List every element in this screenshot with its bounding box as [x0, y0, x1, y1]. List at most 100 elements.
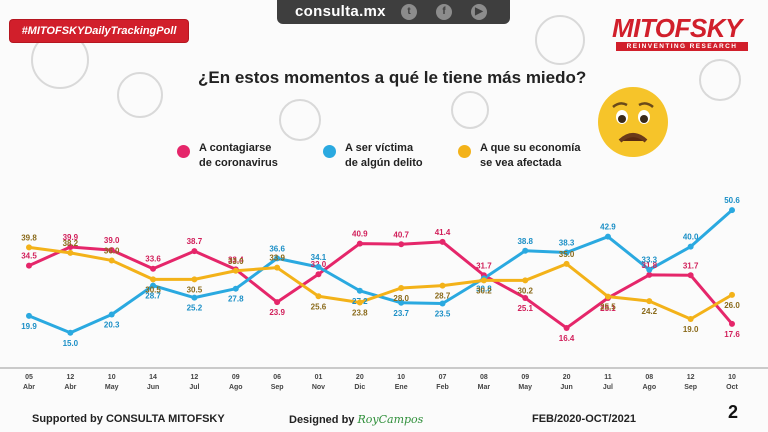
- data-point-0: [274, 299, 281, 306]
- x-tick-day: 12: [687, 374, 695, 381]
- x-tick-day: 10: [728, 374, 736, 381]
- data-label-2: 36.0: [104, 246, 120, 255]
- data-label-1: 27.8: [228, 295, 244, 304]
- page-number: 2: [728, 402, 739, 422]
- x-tick-month: May: [105, 384, 119, 391]
- series-line-2: [28, 245, 733, 321]
- data-point-1: [67, 329, 74, 336]
- data-label-0: 33.4: [228, 255, 244, 264]
- legend-line1: A que su economía: [480, 142, 581, 154]
- x-tick-month: Abr: [23, 384, 35, 391]
- x-tick-day: 01: [315, 374, 323, 381]
- data-label-0: 16.4: [559, 334, 575, 343]
- data-point-2: [563, 260, 570, 267]
- data-point-2: [687, 316, 694, 322]
- data-label-0: 33.6: [145, 255, 161, 264]
- x-tick-month: Ago: [642, 384, 656, 391]
- designed-by: Designed by RoyCampos: [289, 413, 423, 426]
- data-label-0: 25.1: [517, 304, 533, 313]
- legend-line2: se vea afectada: [480, 157, 562, 169]
- x-tick-day: 12: [66, 374, 74, 381]
- data-point-1: [398, 299, 405, 306]
- data-label-0: 31.8: [642, 261, 658, 270]
- data-point-0: [563, 324, 570, 331]
- x-tick-month: Sep: [684, 384, 697, 391]
- x-tick-month: Abr: [64, 384, 76, 391]
- data-label-0: 40.9: [352, 230, 368, 239]
- data-label-1: 20.3: [104, 321, 120, 330]
- data-point-2: [191, 276, 198, 283]
- data-label-1: 38.3: [559, 239, 575, 248]
- x-tick-month: Sep: [271, 384, 284, 391]
- data-label-0: 40.7: [393, 230, 409, 239]
- data-label-1: 36.6: [269, 244, 285, 253]
- data-point-0: [439, 238, 446, 245]
- data-label-1: 33.3: [642, 256, 658, 265]
- legend-line1: A contagiarse: [199, 142, 272, 154]
- data-point-1: [274, 255, 281, 262]
- data-point-2: [480, 277, 487, 284]
- data-point-2: [729, 291, 735, 298]
- site-link[interactable]: consulta.mx: [295, 3, 386, 20]
- data-point-2: [646, 298, 653, 305]
- x-tick-day: 10: [108, 374, 116, 381]
- facebook-icon[interactable]: f: [436, 4, 452, 20]
- data-label-2: 30.5: [187, 285, 203, 294]
- data-label-2: 28.7: [435, 292, 451, 301]
- data-point-2: [604, 293, 611, 300]
- data-point-1: [315, 263, 322, 270]
- data-label-2: 30.2: [476, 286, 492, 295]
- data-point-0: [687, 272, 694, 279]
- data-label-2: 25.6: [311, 302, 327, 311]
- logo-subtitle: REINVENTING RESEARCH: [616, 42, 748, 51]
- data-point-0: [398, 241, 405, 248]
- x-tick-day: 14: [149, 374, 157, 381]
- data-point-2: [315, 293, 322, 300]
- data-label-0: 25.1: [600, 304, 616, 313]
- data-label-0: 17.6: [724, 330, 740, 339]
- x-tick-month: Mar: [478, 384, 491, 391]
- data-label-2: 33.0: [228, 257, 244, 266]
- data-label-1: 40.0: [683, 233, 699, 242]
- data-label-1: 25.2: [187, 304, 203, 313]
- data-point-2: [439, 282, 446, 289]
- x-tick-month: May: [518, 384, 532, 391]
- legend-dot: [177, 145, 190, 158]
- x-tick-day: 09: [232, 374, 240, 381]
- data-point-1: [687, 243, 694, 250]
- data-label-1: 19.9: [21, 322, 37, 331]
- data-label-2: 23.8: [352, 308, 368, 317]
- data-label-0: 39.0: [104, 236, 120, 245]
- data-point-1: [729, 207, 735, 214]
- x-tick-day: 06: [273, 374, 281, 381]
- x-tick-month: Jul: [189, 384, 199, 391]
- x-tick-month: Ago: [229, 384, 243, 391]
- x-tick-month: Nov: [312, 384, 325, 391]
- period: FEB/2020-OCT/2021: [532, 413, 636, 425]
- data-label-2: 33.9: [269, 254, 285, 263]
- data-point-1: [150, 282, 157, 289]
- data-point-2: [398, 285, 405, 291]
- data-label-0: 34.5: [21, 252, 37, 261]
- x-tick-month: Dic: [354, 384, 365, 391]
- data-point-2: [356, 299, 363, 306]
- x-tick-month: Jun: [147, 384, 159, 391]
- data-point-1: [522, 247, 529, 254]
- legend-dot: [323, 145, 336, 158]
- twitter-icon[interactable]: t: [401, 4, 417, 20]
- data-point-1: [563, 249, 570, 256]
- data-point-2: [522, 277, 529, 284]
- x-tick-day: 12: [191, 374, 199, 381]
- data-label-1: 50.6: [724, 196, 740, 205]
- data-label-1: 28.7: [145, 292, 161, 301]
- data-label-2: 30.5: [145, 285, 161, 294]
- data-label-2: 30.2: [517, 286, 533, 295]
- youtube-icon[interactable]: ▶: [471, 4, 487, 20]
- data-point-0: [150, 265, 157, 272]
- data-point-0: [356, 240, 363, 247]
- data-label-1: 38.8: [517, 237, 533, 246]
- data-point-0: [26, 262, 32, 269]
- legend-item-delito: A ser víctima de algún delito: [323, 141, 423, 171]
- data-label-2: 25.5: [600, 303, 616, 312]
